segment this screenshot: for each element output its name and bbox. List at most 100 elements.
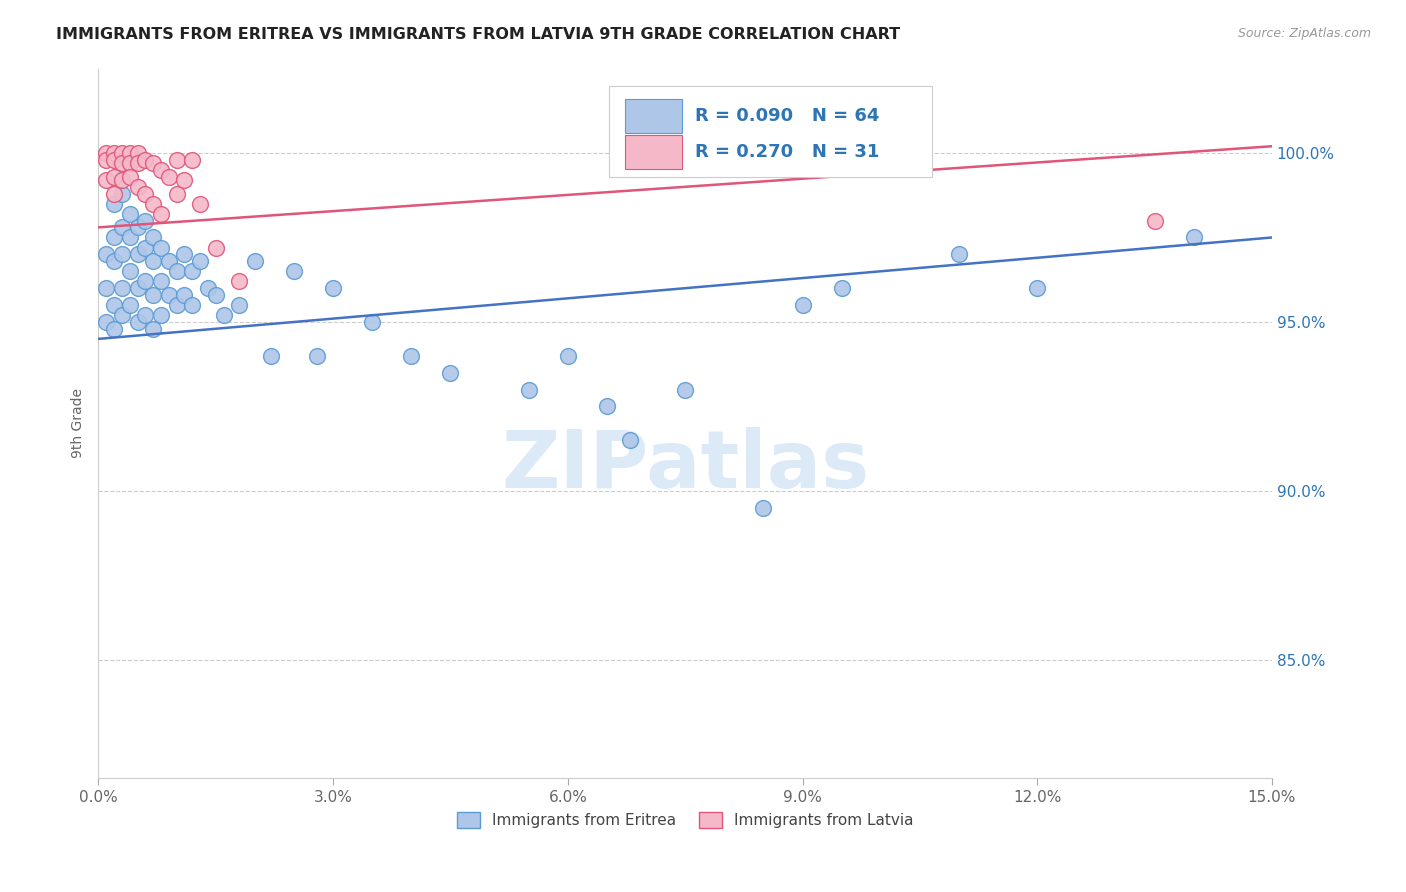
Point	[243, 254, 266, 268]
Point	[166, 186, 188, 201]
Point	[127, 281, 149, 295]
Point	[150, 308, 173, 322]
Point	[118, 156, 141, 170]
Point	[439, 366, 461, 380]
Point	[96, 153, 118, 167]
Point	[142, 288, 165, 302]
Point	[127, 146, 149, 161]
Point	[111, 281, 134, 295]
Point	[150, 207, 173, 221]
Text: R = 0.270   N = 31: R = 0.270 N = 31	[695, 143, 879, 161]
Point	[157, 169, 180, 184]
Point	[118, 230, 141, 244]
Point	[96, 146, 118, 161]
Point	[96, 315, 118, 329]
Point	[142, 254, 165, 268]
Point	[127, 156, 149, 170]
Point	[283, 264, 305, 278]
Point	[948, 247, 970, 261]
Point	[103, 153, 125, 167]
Point	[259, 349, 281, 363]
Point	[103, 298, 125, 312]
FancyBboxPatch shape	[626, 99, 682, 133]
Point	[134, 308, 156, 322]
Point	[134, 213, 156, 227]
Point	[197, 281, 219, 295]
Point	[142, 322, 165, 336]
Point	[792, 298, 814, 312]
Point	[118, 298, 141, 312]
Point	[118, 207, 141, 221]
Point	[103, 230, 125, 244]
FancyBboxPatch shape	[609, 87, 932, 178]
Point	[173, 288, 195, 302]
Point	[188, 254, 211, 268]
Point	[181, 153, 204, 167]
Text: Source: ZipAtlas.com: Source: ZipAtlas.com	[1237, 27, 1371, 40]
Point	[1143, 213, 1166, 227]
Point	[103, 196, 125, 211]
Point	[1182, 230, 1205, 244]
Point	[142, 156, 165, 170]
Point	[127, 315, 149, 329]
Point	[150, 162, 173, 177]
Point	[212, 308, 235, 322]
Point	[228, 275, 250, 289]
Point	[166, 264, 188, 278]
Point	[322, 281, 344, 295]
Point	[596, 400, 619, 414]
Point	[118, 146, 141, 161]
Point	[96, 281, 118, 295]
Point	[752, 500, 775, 515]
Point	[118, 169, 141, 184]
Point	[150, 275, 173, 289]
Point	[517, 383, 540, 397]
Point	[173, 247, 195, 261]
Text: IMMIGRANTS FROM ERITREA VS IMMIGRANTS FROM LATVIA 9TH GRADE CORRELATION CHART: IMMIGRANTS FROM ERITREA VS IMMIGRANTS FR…	[56, 27, 900, 42]
Point	[103, 322, 125, 336]
Point	[157, 288, 180, 302]
Point	[111, 308, 134, 322]
Point	[1026, 281, 1049, 295]
Point	[831, 281, 853, 295]
FancyBboxPatch shape	[626, 135, 682, 169]
Point	[673, 383, 696, 397]
Point	[142, 230, 165, 244]
Point	[111, 173, 134, 187]
Point	[134, 186, 156, 201]
Point	[134, 241, 156, 255]
Text: ZIPatlas: ZIPatlas	[501, 427, 869, 505]
Point	[127, 220, 149, 235]
Point	[111, 186, 134, 201]
Point	[103, 254, 125, 268]
Point	[142, 196, 165, 211]
Point	[127, 179, 149, 194]
Point	[181, 298, 204, 312]
Point	[134, 153, 156, 167]
Point	[103, 186, 125, 201]
Point	[181, 264, 204, 278]
Text: R = 0.090   N = 64: R = 0.090 N = 64	[695, 107, 879, 125]
Point	[150, 241, 173, 255]
Y-axis label: 9th Grade: 9th Grade	[72, 388, 86, 458]
Point	[103, 169, 125, 184]
Point	[103, 146, 125, 161]
Point	[361, 315, 384, 329]
Point	[134, 275, 156, 289]
Point	[111, 247, 134, 261]
Point	[619, 434, 641, 448]
Point	[204, 241, 226, 255]
Point	[173, 173, 195, 187]
Point	[96, 173, 118, 187]
Point	[157, 254, 180, 268]
Point	[188, 196, 211, 211]
Point	[127, 247, 149, 261]
Point	[111, 220, 134, 235]
Point	[228, 298, 250, 312]
Point	[96, 247, 118, 261]
Point	[111, 146, 134, 161]
Legend: Immigrants from Eritrea, Immigrants from Latvia: Immigrants from Eritrea, Immigrants from…	[451, 806, 920, 834]
Point	[118, 264, 141, 278]
Point	[557, 349, 579, 363]
Point	[111, 156, 134, 170]
